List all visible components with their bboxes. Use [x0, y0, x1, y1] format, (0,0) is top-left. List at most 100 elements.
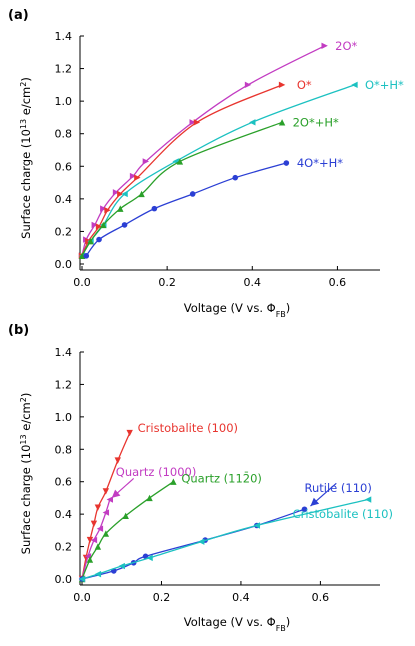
annotation-arrowhead [111, 489, 121, 498]
x-tick-label: 0.2 [158, 276, 176, 289]
panel-label: (a) [8, 8, 29, 23]
data-point [134, 174, 141, 181]
series-line [81, 84, 283, 257]
data-point [100, 221, 107, 229]
y-tick-label: 1.2 [55, 378, 73, 391]
chart-panel-a: (a) 0.0 0.2 0.4 0.6 0.8 1.0 1.2 1.4 0.0 0.2 0.4 0.6 V… [8, 8, 404, 319]
data-point [83, 253, 90, 259]
data-point [96, 525, 104, 532]
data-point [102, 488, 110, 495]
data-point [117, 190, 124, 198]
y-tick-label: 0.4 [55, 193, 73, 206]
series-label: Cristobalite (100) [138, 421, 238, 435]
data-point [95, 223, 103, 230]
data-point [121, 222, 128, 228]
y-tick-label: 0.0 [55, 258, 73, 271]
series-cristobalite-100-: Cristobalite (100) [78, 421, 238, 583]
data-point [78, 252, 86, 260]
data-point [104, 207, 111, 214]
data-point [189, 191, 196, 197]
data-point [142, 158, 150, 165]
data-point [114, 457, 121, 464]
y-tick-label: 1.0 [55, 411, 73, 424]
y-tick-label: 0.0 [55, 573, 73, 586]
data-point [78, 575, 86, 583]
y-tick-label: 0.6 [55, 476, 73, 489]
data-point [102, 509, 110, 516]
series-label: O*+H* [365, 78, 404, 92]
series-label: Quartz (112̄0) [181, 471, 262, 485]
data-point [364, 496, 372, 503]
series-label: Cristobalite (110) [293, 507, 393, 521]
y-axis-label: Surface charge (1013 e/cm2) [19, 77, 34, 239]
data-point [86, 536, 94, 544]
data-point [106, 496, 114, 503]
series-label: Quartz (1000) [116, 465, 197, 479]
data-point [86, 556, 94, 563]
series-line [81, 45, 325, 257]
data-point [176, 158, 184, 165]
data-point [90, 536, 98, 544]
y-tick-label: 0.8 [55, 128, 73, 141]
series-label: Rutile (110) [305, 481, 372, 495]
x-tick-label: 0.4 [244, 276, 262, 289]
x-tick-label: 0.2 [153, 591, 171, 604]
y-tick-label: 1.2 [55, 63, 73, 76]
x-tick-label: 0.6 [312, 591, 330, 604]
y-axis-label: Surface charge (1013 e/cm2) [19, 393, 34, 555]
y-tick-label: 1.4 [55, 346, 73, 359]
data-point [189, 119, 196, 126]
series-label: O* [297, 78, 312, 92]
data-point [146, 494, 153, 502]
x-tick-label: 0.0 [73, 591, 91, 604]
series-label: 2O* [335, 39, 357, 53]
x-tick-label: 0.0 [73, 276, 91, 289]
data-point [91, 221, 98, 229]
series-line [81, 121, 283, 257]
data-point [122, 512, 129, 519]
data-point [278, 81, 286, 89]
data-point [283, 160, 290, 166]
series-4o-h-: 4O*+H* [83, 156, 343, 259]
data-point [244, 81, 252, 89]
data-point [146, 554, 153, 562]
data-point [94, 504, 102, 511]
data-point [96, 236, 102, 243]
y-tick-label: 1.0 [55, 95, 73, 108]
data-point [138, 190, 145, 198]
data-point [129, 172, 137, 180]
panel-label: (b) [8, 323, 29, 338]
series-cristobalite-110-: Cristobalite (110) [78, 496, 393, 583]
y-tick-label: 0.4 [55, 508, 73, 521]
y-tick-label: 0.6 [55, 160, 73, 173]
data-point [193, 119, 201, 126]
series-2o-h-: 2O*+H* [78, 115, 339, 260]
data-point [90, 520, 98, 528]
data-point [198, 538, 205, 545]
data-point [249, 119, 256, 126]
data-point [232, 174, 239, 181]
data-point [351, 81, 358, 89]
y-tick-label: 0.2 [55, 225, 73, 238]
data-point [151, 205, 158, 212]
x-axis-label: Voltage (V vs. ΦFB) [184, 615, 291, 633]
y-tick-label: 0.8 [55, 443, 73, 456]
chart-panel-b: (b) 0.0 0.2 0.4 0.6 0.8 1.0 1.2 1.4 0.0 0.2 0.4 0.6 V… [8, 323, 393, 633]
x-tick-label: 0.4 [232, 591, 250, 604]
series-o-h-: O*+H* [78, 78, 404, 260]
data-point [94, 570, 102, 578]
series-quartz-1000-: Quartz (1000) [78, 465, 197, 583]
data-point [94, 543, 102, 550]
series-label: 4O*+H* [297, 156, 343, 170]
series-o-: O* [78, 78, 312, 260]
y-tick-label: 0.2 [55, 541, 73, 554]
data-point [321, 42, 328, 49]
series-label: 2O*+H* [293, 115, 339, 129]
data-point [253, 522, 261, 529]
annotation-arrowhead [310, 497, 320, 507]
data-point [126, 429, 133, 437]
series-quartz-11-2-0-: Quartz (112̄0) [78, 471, 262, 583]
y-tick-label: 1.4 [55, 30, 73, 43]
x-tick-label: 0.6 [329, 276, 347, 289]
